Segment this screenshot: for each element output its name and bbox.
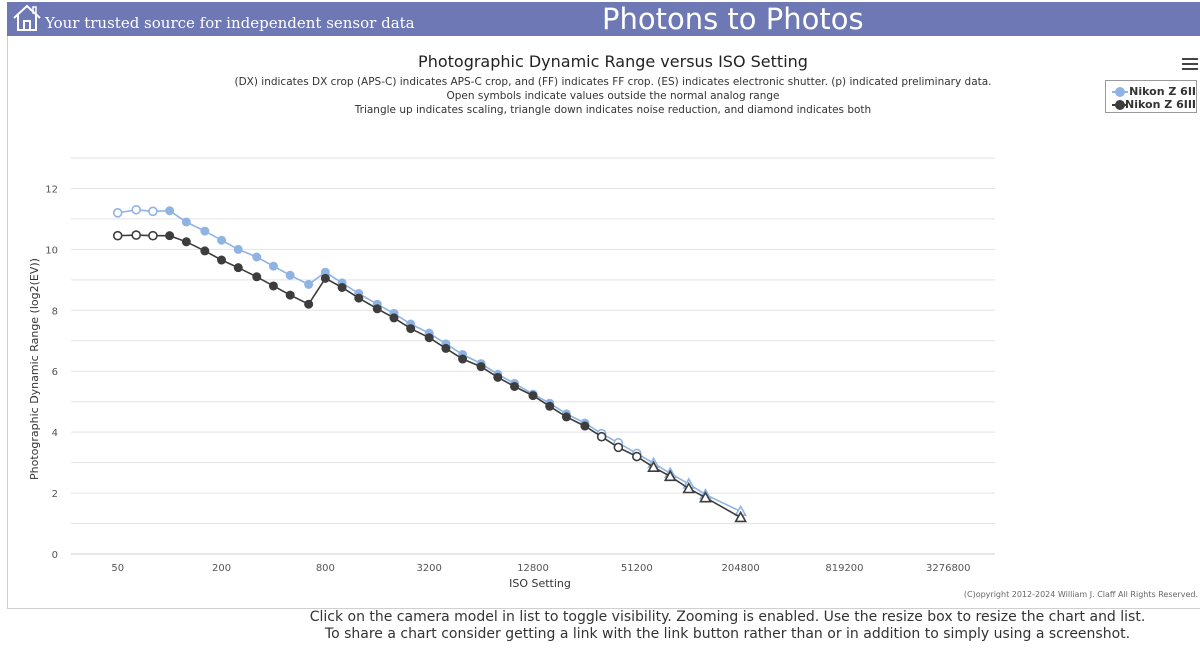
data-point (148, 206, 158, 217)
footer-line-1: Click on the camera model in list to tog… (309, 609, 1146, 625)
x-axis-title: ISO Setting (509, 577, 571, 590)
series-nikon-z6iii (112, 230, 748, 523)
chart-container[interactable]: Photographic Dynamic Range versus ISO Se… (7, 36, 1200, 609)
data-point (217, 255, 227, 265)
series-plot (112, 204, 748, 523)
data-point (181, 217, 191, 227)
chart-subtitle-line-2: Open symbols indicate values outside the… (446, 90, 779, 102)
x-tick-label: 819200 (825, 563, 863, 574)
data-point (285, 270, 295, 280)
y-tick-label: 8 (52, 306, 58, 317)
data-point (304, 299, 314, 309)
legend-item-nikon-z6ii[interactable]: Nikon Z 6II (1112, 85, 1196, 98)
footer-instructions: Click on the camera model in list to tog… (0, 609, 1200, 643)
copyright-text: (C)opyright 2012-2024 William J. Claff A… (964, 590, 1198, 599)
chart-subtitle-line-1: (DX) indicates DX crop (APS-C) indicates… (234, 76, 991, 88)
data-point (112, 208, 123, 218)
legend-label: Nikon Z 6II (1129, 85, 1196, 98)
legend-label: Nikon Z 6III (1125, 98, 1196, 111)
data-point (148, 230, 158, 241)
data-point (682, 481, 696, 494)
chart-legend: Nikon Z 6II Nikon Z 6III (1105, 80, 1197, 113)
data-point (476, 362, 486, 372)
y-tick-label: 4 (52, 428, 58, 439)
data-point (268, 261, 278, 271)
chart-menu-icon[interactable] (1182, 58, 1198, 72)
x-tick-label: 12800 (517, 563, 549, 574)
site-title[interactable]: Photons to Photos (602, 2, 864, 36)
site-banner: Your trusted source for independent sens… (7, 2, 1200, 36)
x-tick-label: 3276800 (926, 563, 971, 574)
data-point (252, 272, 262, 282)
data-point (200, 246, 210, 256)
data-point (596, 431, 607, 442)
y-axis-title: Photographic Dynamic Range (log2(EV)) (28, 258, 41, 480)
data-point (165, 206, 175, 216)
data-point (528, 391, 538, 401)
y-tick-label: 2 (52, 489, 58, 500)
data-point (510, 381, 520, 391)
data-point (337, 282, 347, 292)
data-point (663, 469, 677, 482)
axis-labels: 0 2 4 6 8 10 12 50 200 800 3200 12800 51200 204800 819… (45, 184, 970, 574)
data-point (441, 343, 451, 353)
chart-canvas[interactable]: Photographic Dynamic Range versus ISO Se… (8, 36, 1200, 608)
data-point (699, 490, 712, 503)
data-point (734, 510, 748, 523)
chart-subtitle-line-3: Triangle up indicates scaling, triangle … (354, 104, 871, 116)
data-point (181, 237, 191, 247)
data-point (131, 230, 142, 240)
y-tick-label: 10 (45, 245, 58, 256)
x-tick-label: 200 (212, 563, 231, 574)
y-tick-label: 0 (52, 550, 58, 561)
footer-line-2: To share a chart consider getting a link… (324, 626, 1131, 642)
series-line (117, 234, 741, 519)
data-point (252, 252, 262, 262)
data-point (320, 273, 330, 283)
data-point (632, 451, 642, 462)
home-icon[interactable] (12, 4, 42, 32)
data-point (268, 281, 278, 291)
data-point (372, 304, 382, 314)
data-point (647, 460, 660, 472)
data-point (233, 263, 243, 273)
y-tick-label: 12 (45, 184, 58, 195)
x-tick-label: 50 (111, 563, 124, 574)
data-point (613, 442, 624, 453)
chart-title: Photographic Dynamic Range versus ISO Se… (418, 52, 808, 71)
data-point (233, 244, 243, 254)
x-tick-label: 51200 (621, 563, 653, 574)
gridlines (71, 157, 995, 555)
site-tagline: Your trusted source for independent sens… (45, 14, 415, 32)
data-point (285, 290, 295, 300)
data-point (131, 204, 142, 215)
data-point (165, 231, 175, 241)
legend-marker-icon (1112, 99, 1128, 110)
legend-item-nikon-z6iii[interactable]: Nikon Z 6III (1112, 98, 1196, 111)
data-point (458, 354, 468, 364)
data-point (217, 235, 227, 245)
x-tick-label: 800 (316, 563, 335, 574)
legend-marker-icon (1112, 86, 1128, 97)
x-tick-label: 204800 (722, 563, 760, 574)
data-point (493, 372, 503, 382)
data-point (545, 401, 555, 411)
y-tick-label: 6 (52, 367, 58, 378)
data-point (561, 412, 571, 422)
data-point (112, 230, 123, 241)
data-point (354, 293, 364, 303)
data-point (424, 333, 434, 343)
data-point (406, 324, 416, 334)
data-point (200, 226, 210, 236)
data-point (389, 313, 399, 323)
data-point (304, 279, 314, 289)
data-point (580, 421, 590, 431)
x-tick-label: 3200 (416, 563, 441, 574)
